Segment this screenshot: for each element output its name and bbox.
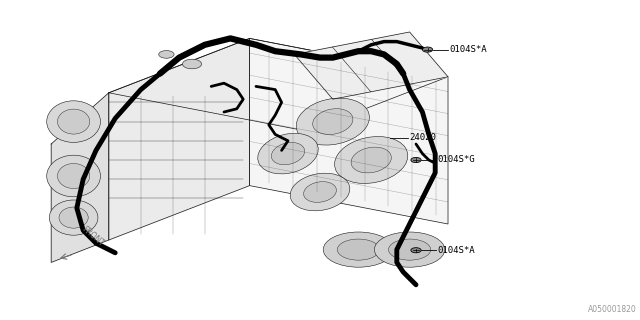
Text: A050001820: A050001820 — [588, 305, 637, 314]
Text: 0104S*A: 0104S*A — [438, 246, 476, 255]
Ellipse shape — [159, 51, 174, 58]
Ellipse shape — [323, 232, 394, 267]
Ellipse shape — [49, 200, 98, 235]
Circle shape — [411, 157, 421, 163]
Ellipse shape — [182, 59, 202, 69]
Ellipse shape — [290, 173, 350, 211]
Circle shape — [422, 47, 433, 52]
Ellipse shape — [337, 239, 380, 260]
Ellipse shape — [388, 239, 431, 260]
Text: 0104S*G: 0104S*G — [438, 156, 476, 164]
Ellipse shape — [271, 142, 305, 165]
Circle shape — [411, 248, 421, 253]
Ellipse shape — [47, 101, 100, 142]
Ellipse shape — [335, 137, 408, 183]
Ellipse shape — [58, 109, 90, 134]
Text: FRONT: FRONT — [80, 224, 106, 248]
Polygon shape — [294, 32, 448, 99]
Polygon shape — [109, 38, 250, 240]
Ellipse shape — [374, 232, 445, 267]
Ellipse shape — [47, 155, 100, 197]
Ellipse shape — [58, 164, 90, 188]
Ellipse shape — [296, 98, 369, 145]
Polygon shape — [109, 38, 448, 131]
Text: 24020: 24020 — [410, 133, 436, 142]
Ellipse shape — [258, 133, 318, 174]
Polygon shape — [51, 93, 109, 262]
Ellipse shape — [313, 109, 353, 134]
Ellipse shape — [303, 182, 337, 202]
Polygon shape — [250, 38, 448, 224]
Text: 0104S*A: 0104S*A — [449, 45, 487, 54]
Ellipse shape — [59, 207, 88, 228]
Ellipse shape — [351, 147, 391, 173]
